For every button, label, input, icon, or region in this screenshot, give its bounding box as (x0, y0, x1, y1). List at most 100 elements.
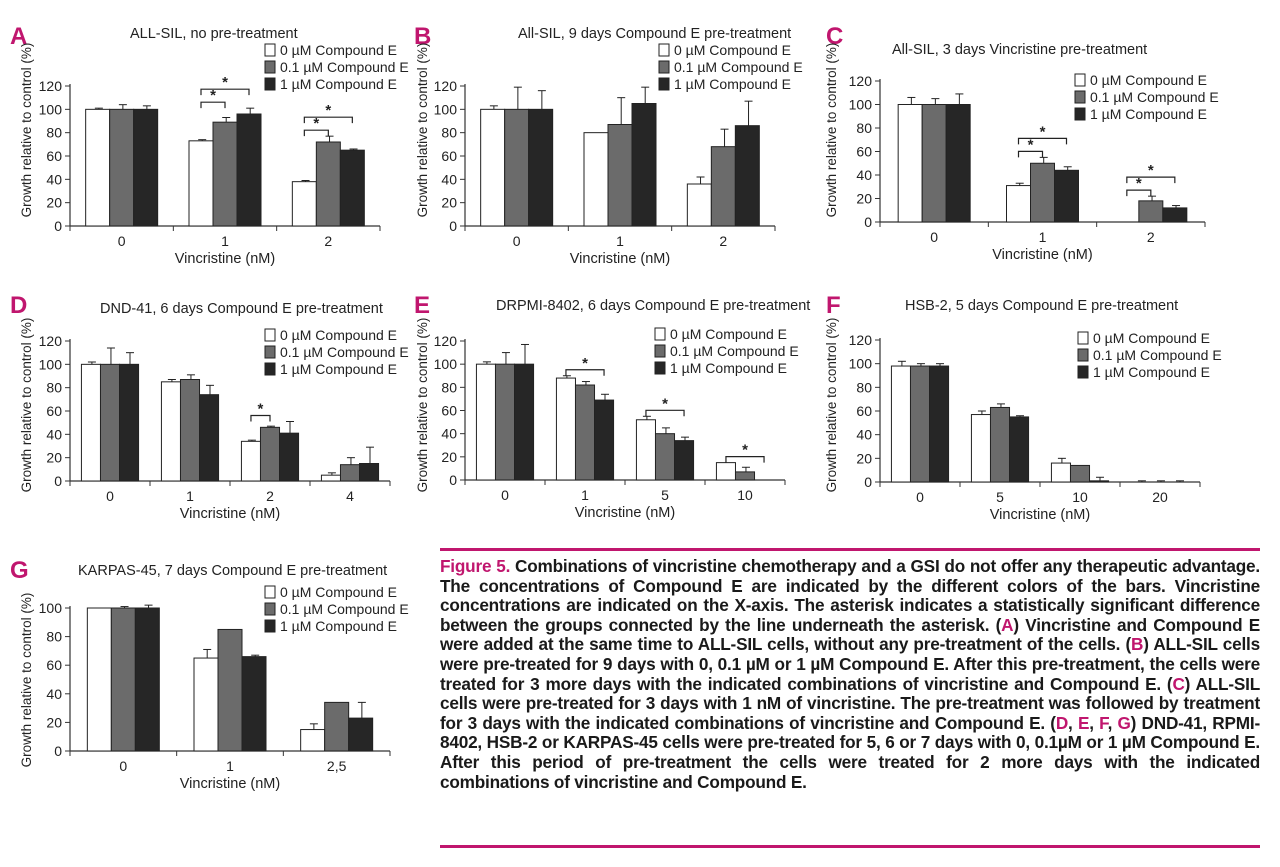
significance-bracket (725, 456, 765, 463)
x-tick-label: 10 (1072, 489, 1088, 505)
y-tick-label: 120 (849, 73, 873, 89)
y-tick-label: 80 (46, 629, 62, 645)
bar-0-1 (160, 381, 181, 482)
caption-panel-ref: D (1055, 712, 1069, 733)
bar-0-1 (188, 140, 214, 227)
x-axis-label: Vincristine (nM) (992, 247, 1092, 263)
legend-swatch (1074, 90, 1086, 104)
bar-2-2 (1089, 480, 1110, 483)
x-tick-label: 5 (996, 489, 1004, 505)
panel-letter: F (826, 292, 841, 319)
bar-0-0 (480, 108, 506, 227)
x-tick-label: 10 (737, 487, 753, 503)
significance-asterisk: * (1028, 136, 1034, 153)
caption-segment: ) ALL-SIL cells were pre-treated for 9 d… (440, 634, 1260, 694)
caption-segment: , (1089, 712, 1100, 733)
legend-label: 0 µM Compound E (280, 327, 397, 343)
bar-1-1 (179, 379, 201, 482)
legend-label: 0 µM Compound E (670, 326, 787, 342)
bar-2-1 (594, 399, 615, 481)
bar-0-1 (555, 377, 576, 481)
bar-0-0 (897, 104, 923, 223)
bar-2-2 (674, 440, 695, 481)
y-tick-label: 100 (849, 97, 873, 113)
y-tick-label: 20 (46, 714, 62, 730)
legend-label: 1 µM Compound E (1093, 364, 1210, 380)
bar-2-0 (134, 607, 160, 752)
chart-panel-a: A ALL-SIL, no pre-treatment02040608010012… (10, 23, 409, 267)
y-axis-label: Growth relative to control (%) (415, 43, 430, 218)
x-tick-label: 20 (1152, 489, 1168, 505)
chart-panel-b: B All-SIL, 9 days Compound E pre-treatmen… (414, 23, 803, 267)
y-tick-label: 60 (441, 148, 457, 164)
chart-panel-c: C All-SIL, 3 days Vincristine pre-treatme… (824, 23, 1219, 263)
x-axis-label: Vincristine (nM) (180, 506, 280, 522)
y-tick-label: 20 (46, 450, 62, 466)
y-tick-label: 40 (856, 427, 872, 443)
y-tick-label: 80 (46, 125, 62, 141)
bar-0-0 (85, 108, 111, 227)
caption-panel-ref: B (1130, 634, 1144, 655)
legend-swatch (264, 43, 276, 57)
y-tick-label: 60 (46, 148, 62, 164)
bar-1-2 (1069, 464, 1091, 483)
y-tick-label: 60 (46, 657, 62, 673)
bar-2-0 (528, 108, 554, 227)
bar-2-1 (631, 103, 657, 227)
y-tick-label: 0 (449, 218, 457, 234)
y-tick-label: 100 (434, 356, 458, 372)
chart-title: ALL-SIL, no pre-treatment (130, 26, 298, 42)
chart-title: HSB-2, 5 days Compound E pre-treatment (905, 298, 1178, 314)
x-tick-label: 0 (916, 489, 924, 505)
bar-0-0 (890, 365, 911, 483)
y-tick-label: 40 (46, 686, 62, 702)
chart-title: DRPMI-8402, 6 days Compound E pre-treatm… (496, 298, 810, 314)
significance-bracket (1126, 189, 1152, 197)
bar-0-2 (635, 419, 656, 481)
y-tick-label: 60 (46, 403, 62, 419)
y-tick-label: 120 (849, 332, 873, 348)
bar-2-0 (929, 365, 950, 483)
y-tick-label: 20 (46, 195, 62, 211)
panel-letter: G (10, 557, 29, 584)
y-tick-label: 60 (856, 144, 872, 160)
legend-label: 1 µM Compound E (280, 76, 397, 92)
bar-1-2 (324, 701, 350, 752)
y-axis-label: Growth relative to control (%) (824, 318, 839, 493)
chart-title: All-SIL, 3 days Vincristine pre-treatmen… (892, 42, 1147, 58)
bar-2-2 (734, 125, 760, 227)
significance-bracket (303, 129, 329, 137)
y-tick-label: 40 (441, 171, 457, 187)
legend-swatch (264, 328, 276, 342)
significance-asterisk: * (582, 355, 588, 372)
x-tick-label: 1 (1039, 229, 1047, 245)
caption-panel-ref: F (1099, 712, 1108, 733)
y-tick-label: 0 (54, 743, 62, 759)
legend-label: 1 µM Compound E (280, 361, 397, 377)
legend-swatch (264, 619, 276, 633)
bar-1-0 (504, 108, 530, 227)
x-axis-label: Vincristine (nM) (180, 776, 280, 792)
bar-2-1 (1054, 169, 1079, 223)
x-tick-label: 0 (501, 487, 509, 503)
bar-1-2 (259, 426, 281, 482)
legend-swatch (658, 77, 670, 91)
y-tick-label: 60 (441, 403, 457, 419)
bar-0-3 (320, 474, 341, 482)
bar-0-1 (1006, 185, 1031, 223)
y-tick-label: 100 (39, 600, 63, 616)
legend-swatch (1074, 107, 1086, 121)
bar-0-1 (583, 132, 609, 227)
bar-1-0 (109, 108, 135, 227)
chart-title: DND-41, 6 days Compound E pre-treatment (100, 301, 383, 317)
y-tick-label: 0 (449, 472, 457, 488)
legend-label: 0.1 µM Compound E (1090, 89, 1219, 105)
caption-segment: , (1068, 712, 1078, 733)
panel-letter: D (10, 292, 27, 319)
caption-segment: Combinations of vincristine chemotherapy… (440, 556, 1260, 635)
y-axis-label: Growth relative to control (%) (19, 593, 34, 768)
bar-2-0 (945, 104, 971, 223)
legend-swatch (264, 60, 276, 74)
significance-asterisk: * (222, 74, 228, 91)
y-tick-label: 80 (441, 379, 457, 395)
